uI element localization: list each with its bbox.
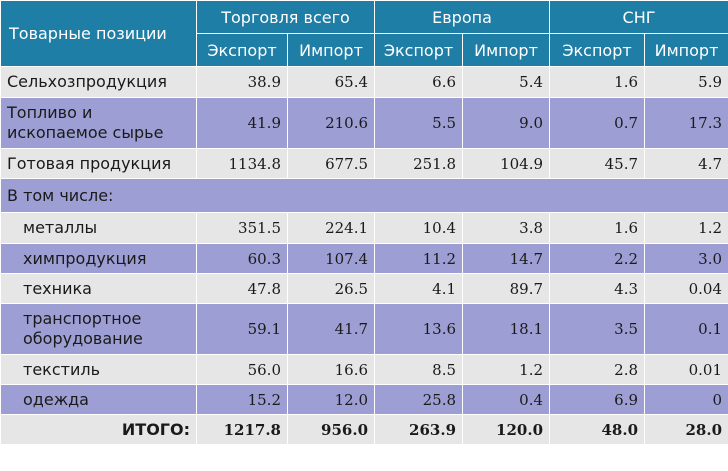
cell-value: 263.9 bbox=[374, 414, 464, 445]
header-sub-export: Экспорт bbox=[549, 33, 646, 67]
cell-value: 5.9 bbox=[644, 66, 728, 98]
cell-value: 1.2 bbox=[644, 212, 728, 244]
cell-value: 48.0 bbox=[549, 414, 646, 445]
cell-value: 2.2 bbox=[549, 243, 646, 274]
table-row: Топливо и ископаемое сырье 41.9 210.6 5.… bbox=[0, 97, 728, 149]
header-sub-import: Импорт bbox=[286, 33, 376, 67]
row-label: текстиль bbox=[0, 354, 197, 385]
cell-value: 6.6 bbox=[374, 66, 464, 98]
row-label: транспортное оборудование bbox=[0, 303, 197, 355]
cell-value: 3.8 bbox=[462, 212, 551, 244]
cell-value: 1.6 bbox=[549, 66, 646, 98]
cell-value: 25.8 bbox=[374, 384, 464, 415]
cell-value: 8.5 bbox=[374, 354, 464, 385]
cell-value: 89.7 bbox=[462, 273, 551, 304]
cell-value: 5.5 bbox=[374, 97, 464, 149]
cell-value: 4.7 bbox=[644, 148, 728, 179]
header-sub-import: Импорт bbox=[644, 33, 728, 67]
table-row: Сельхозпродукция 38.9 65.4 6.6 5.4 1.6 5… bbox=[0, 66, 728, 98]
cell-value: 28.0 bbox=[644, 414, 728, 445]
cell-value: 677.5 bbox=[286, 148, 376, 179]
table-row: Готовая продукция 1134.8 677.5 251.8 104… bbox=[0, 148, 728, 179]
cell-value: 0.04 bbox=[644, 273, 728, 304]
header-sub-export: Экспорт bbox=[196, 33, 288, 67]
row-label: Сельхозпродукция bbox=[0, 66, 197, 98]
section-label: В том числе: bbox=[0, 178, 728, 213]
header-sub-import: Импорт bbox=[462, 33, 551, 67]
table-row: техника 47.8 26.5 4.1 89.7 4.3 0.04 bbox=[0, 273, 728, 304]
row-label: металлы bbox=[0, 212, 197, 244]
cell-value: 1.6 bbox=[549, 212, 646, 244]
cell-value: 1.2 bbox=[462, 354, 551, 385]
cell-value: 5.4 bbox=[462, 66, 551, 98]
cell-value: 41.7 bbox=[286, 303, 376, 355]
cell-value: 1134.8 bbox=[196, 148, 288, 179]
total-label: ИТОГО: bbox=[0, 414, 197, 445]
row-label: техника bbox=[0, 273, 197, 304]
cell-value: 15.2 bbox=[196, 384, 288, 415]
cell-value: 12.0 bbox=[286, 384, 376, 415]
cell-value: 0.4 bbox=[462, 384, 551, 415]
row-label: Топливо и ископаемое сырье bbox=[0, 97, 197, 149]
cell-value: 956.0 bbox=[286, 414, 376, 445]
header-group-cis: СНГ bbox=[549, 0, 728, 34]
cell-value: 13.6 bbox=[374, 303, 464, 355]
cell-value: 224.1 bbox=[286, 212, 376, 244]
cell-value: 0 bbox=[644, 384, 728, 415]
cell-value: 17.3 bbox=[644, 97, 728, 149]
cell-value: 3.0 bbox=[644, 243, 728, 274]
cell-value: 65.4 bbox=[286, 66, 376, 98]
cell-value: 120.0 bbox=[462, 414, 551, 445]
cell-value: 251.8 bbox=[374, 148, 464, 179]
cell-value: 1217.8 bbox=[196, 414, 288, 445]
cell-value: 56.0 bbox=[196, 354, 288, 385]
cell-value: 2.8 bbox=[549, 354, 646, 385]
cell-value: 351.5 bbox=[196, 212, 288, 244]
trade-table: Товарные позиции Торговля всего Европа С… bbox=[0, 0, 728, 445]
cell-value: 9.0 bbox=[462, 97, 551, 149]
cell-value: 0.7 bbox=[549, 97, 646, 149]
section-row: В том числе: bbox=[0, 178, 728, 213]
cell-value: 6.9 bbox=[549, 384, 646, 415]
table-row: химпродукция 60.3 107.4 11.2 14.7 2.2 3.… bbox=[0, 243, 728, 274]
cell-value: 18.1 bbox=[462, 303, 551, 355]
cell-value: 11.2 bbox=[374, 243, 464, 274]
cell-value: 60.3 bbox=[196, 243, 288, 274]
cell-value: 0.01 bbox=[644, 354, 728, 385]
row-label: Готовая продукция bbox=[0, 148, 197, 179]
row-label: химпродукция bbox=[0, 243, 197, 274]
header-group-total: Торговля всего bbox=[195, 0, 376, 34]
row-label: одежда bbox=[0, 384, 197, 415]
cell-value: 107.4 bbox=[286, 243, 376, 274]
header-sub-export: Экспорт bbox=[374, 33, 464, 67]
cell-value: 16.6 bbox=[286, 354, 376, 385]
cell-value: 26.5 bbox=[286, 273, 376, 304]
cell-value: 41.9 bbox=[196, 97, 288, 149]
cell-value: 14.7 bbox=[462, 243, 551, 274]
table-header: Товарные позиции Торговля всего Европа С… bbox=[0, 0, 728, 67]
cell-value: 4.1 bbox=[374, 273, 464, 304]
cell-value: 10.4 bbox=[374, 212, 464, 244]
total-row: ИТОГО: 1217.8 956.0 263.9 120.0 48.0 28.… bbox=[0, 414, 728, 445]
cell-value: 210.6 bbox=[286, 97, 376, 149]
cell-value: 59.1 bbox=[196, 303, 288, 355]
cell-value: 47.8 bbox=[196, 273, 288, 304]
cell-value: 104.9 bbox=[462, 148, 551, 179]
table-row: металлы 351.5 224.1 10.4 3.8 1.6 1.2 bbox=[0, 212, 728, 244]
cell-value: 3.5 bbox=[549, 303, 646, 355]
cell-value: 4.3 bbox=[549, 273, 646, 304]
table-row: одежда 15.2 12.0 25.8 0.4 6.9 0 bbox=[0, 384, 728, 415]
cell-value: 38.9 bbox=[196, 66, 288, 98]
table-row: транспортное оборудование 59.1 41.7 13.6… bbox=[0, 303, 728, 355]
table-row: текстиль 56.0 16.6 8.5 1.2 2.8 0.01 bbox=[0, 354, 728, 385]
header-group-europe: Европа bbox=[374, 0, 551, 34]
cell-value: 0.1 bbox=[644, 303, 728, 355]
header-label: Товарные позиции bbox=[0, 0, 197, 67]
cell-value: 45.7 bbox=[549, 148, 646, 179]
